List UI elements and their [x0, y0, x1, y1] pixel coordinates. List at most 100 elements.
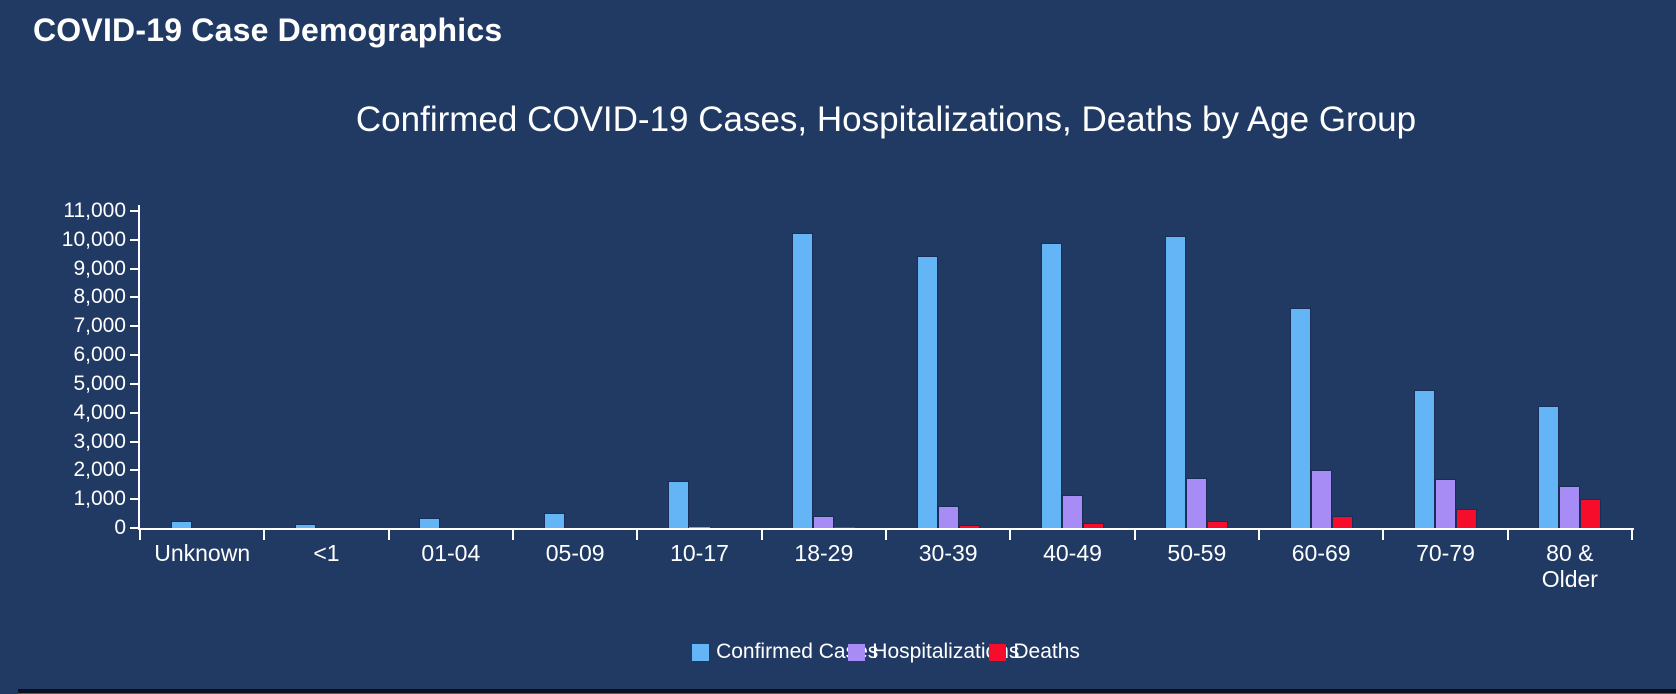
bar-group-18-29: [762, 211, 886, 528]
bar-confirmed-cases[interactable]: [294, 524, 316, 528]
y-axis-tick-label: 11,000: [63, 199, 126, 222]
bar-hospitalizations[interactable]: [1186, 477, 1208, 528]
bar-cell: [834, 527, 856, 528]
bar-confirmed-cases[interactable]: [419, 517, 441, 528]
y-axis: 0 1,000 2,000 3,000 4,000 5,000 6,000 7,000 8,00…: [0, 199, 126, 539]
y-axis-tick-label: 6,000: [73, 343, 126, 367]
x-axis-tick: [1506, 530, 1509, 540]
bar-deaths[interactable]: [1082, 522, 1104, 528]
y-axis-tick: [130, 440, 138, 443]
bar-group-01-04: [389, 211, 513, 528]
legend-label: Hospitalizations: [872, 640, 1020, 663]
legend-item-confirmed-cases[interactable]: Confirmed Cases: [692, 640, 878, 664]
legend-swatch-icon: [989, 643, 1007, 661]
bar-deaths[interactable]: [1455, 508, 1477, 528]
bar-deaths[interactable]: [834, 527, 856, 528]
x-axis-tick: [1258, 530, 1260, 540]
bar-cell: [419, 517, 441, 528]
y-axis-tick: [130, 325, 138, 328]
bar-cell: [170, 521, 192, 528]
x-axis-category-label: 10-17: [670, 540, 729, 566]
y-axis-tick-label: 1,000: [73, 487, 126, 511]
bar-confirmed-cases[interactable]: [792, 233, 814, 528]
legend-swatch-icon: [848, 643, 866, 661]
x-axis-tick: [1133, 530, 1136, 540]
bar-group-60-69: [1259, 211, 1383, 528]
bar-cell: [294, 524, 316, 528]
bar-hospitalizations[interactable]: [1061, 495, 1083, 528]
bar-group-10-17: [637, 211, 761, 528]
bar-cell: [1413, 389, 1435, 528]
x-axis-category-label: 70-79: [1416, 540, 1475, 566]
x-axis-tick: [760, 530, 763, 540]
y-axis-tick-label: 3,000: [73, 429, 126, 453]
bar-confirmed-cases[interactable]: [170, 521, 192, 528]
bar-group-50-59: [1135, 211, 1259, 528]
bar-cell: [688, 526, 710, 528]
y-axis-tick: [130, 411, 138, 414]
bar-cell: [813, 515, 835, 528]
legend-swatch-icon: [692, 643, 710, 661]
bar-cell: [1061, 495, 1083, 528]
x-axis-category-label: 18-29: [794, 540, 854, 566]
x-axis-line: [138, 528, 1634, 530]
legend-item-hospitalizations[interactable]: Hospitalizations: [848, 640, 1019, 664]
bar-cell: [1434, 479, 1456, 528]
chart-legend: Confirmed Cases Hospitalizations Deaths: [140, 640, 1632, 664]
bar-cell: [1455, 508, 1477, 528]
y-axis-tick-label: 4,000: [73, 400, 126, 424]
bar-cell: [1165, 235, 1187, 528]
x-axis-tick: [512, 530, 514, 540]
y-axis-tick-label: 7,000: [73, 314, 126, 338]
bar-confirmed-cases[interactable]: [667, 480, 689, 528]
bar-confirmed-cases[interactable]: [1413, 389, 1435, 528]
bar-group-30-39: [886, 211, 1010, 528]
page-title: COVID-19 Case Demographics: [33, 12, 503, 48]
bar-cell: [1331, 515, 1353, 528]
x-axis-category-label: 40-49: [1043, 540, 1102, 566]
bar-hospitalizations[interactable]: [1434, 479, 1456, 528]
y-axis-tick: [130, 238, 138, 241]
x-axis-category-label: 50-59: [1167, 540, 1227, 566]
bar-cell: [543, 513, 565, 528]
bottom-divider: [18, 689, 1676, 694]
bar-cell: [1289, 307, 1311, 528]
bar-cell: [1310, 470, 1332, 528]
x-axis-tick: [139, 530, 141, 540]
bar-confirmed-cases[interactable]: [543, 513, 565, 528]
bar-hospitalizations[interactable]: [1559, 486, 1581, 528]
plot-area: Unknown <1 01-04 05-09 10-17 18-29 30-39 40-49 5…: [130, 205, 1634, 592]
bar-group-05-09: [513, 211, 637, 528]
bar-hospitalizations[interactable]: [1310, 470, 1332, 528]
bar-confirmed-cases[interactable]: [1040, 243, 1062, 528]
x-axis-category-label: Unknown: [154, 540, 251, 566]
bar-confirmed-cases[interactable]: [1165, 235, 1187, 528]
bar-deaths[interactable]: [958, 524, 980, 528]
x-axis-tick: [387, 530, 390, 540]
bar-confirmed-cases[interactable]: [1538, 405, 1560, 528]
bar-confirmed-cases[interactable]: [1289, 307, 1311, 528]
y-axis-tick: [130, 354, 138, 357]
bar-deaths[interactable]: [1331, 515, 1353, 528]
x-axis-category-label: 05-09: [545, 540, 605, 566]
legend-item-deaths[interactable]: Deaths: [989, 640, 1080, 664]
x-axis-category-label: <1: [313, 540, 340, 566]
x-axis-tick: [1009, 530, 1012, 540]
y-axis-tick: [130, 296, 138, 299]
bar-hospitalizations[interactable]: [813, 515, 835, 528]
y-axis-tick: [130, 498, 138, 501]
bar-confirmed-cases[interactable]: [916, 255, 938, 528]
bar-hospitalizations[interactable]: [688, 526, 710, 528]
bar-group--1: [264, 211, 388, 528]
bar-cell: [667, 480, 689, 528]
bar-group-70-79: [1383, 211, 1507, 528]
y-axis-tick-label: 9,000: [73, 256, 126, 280]
bar-deaths[interactable]: [1580, 499, 1602, 528]
bar-deaths[interactable]: [1207, 521, 1229, 528]
bar-group-80-older: [1508, 211, 1632, 528]
bar-hospitalizations[interactable]: [937, 505, 959, 528]
y-axis-tick-label: 2,000: [73, 458, 126, 482]
x-axis-category-label: 01-04: [421, 540, 481, 566]
x-axis-tick: [1382, 530, 1385, 540]
